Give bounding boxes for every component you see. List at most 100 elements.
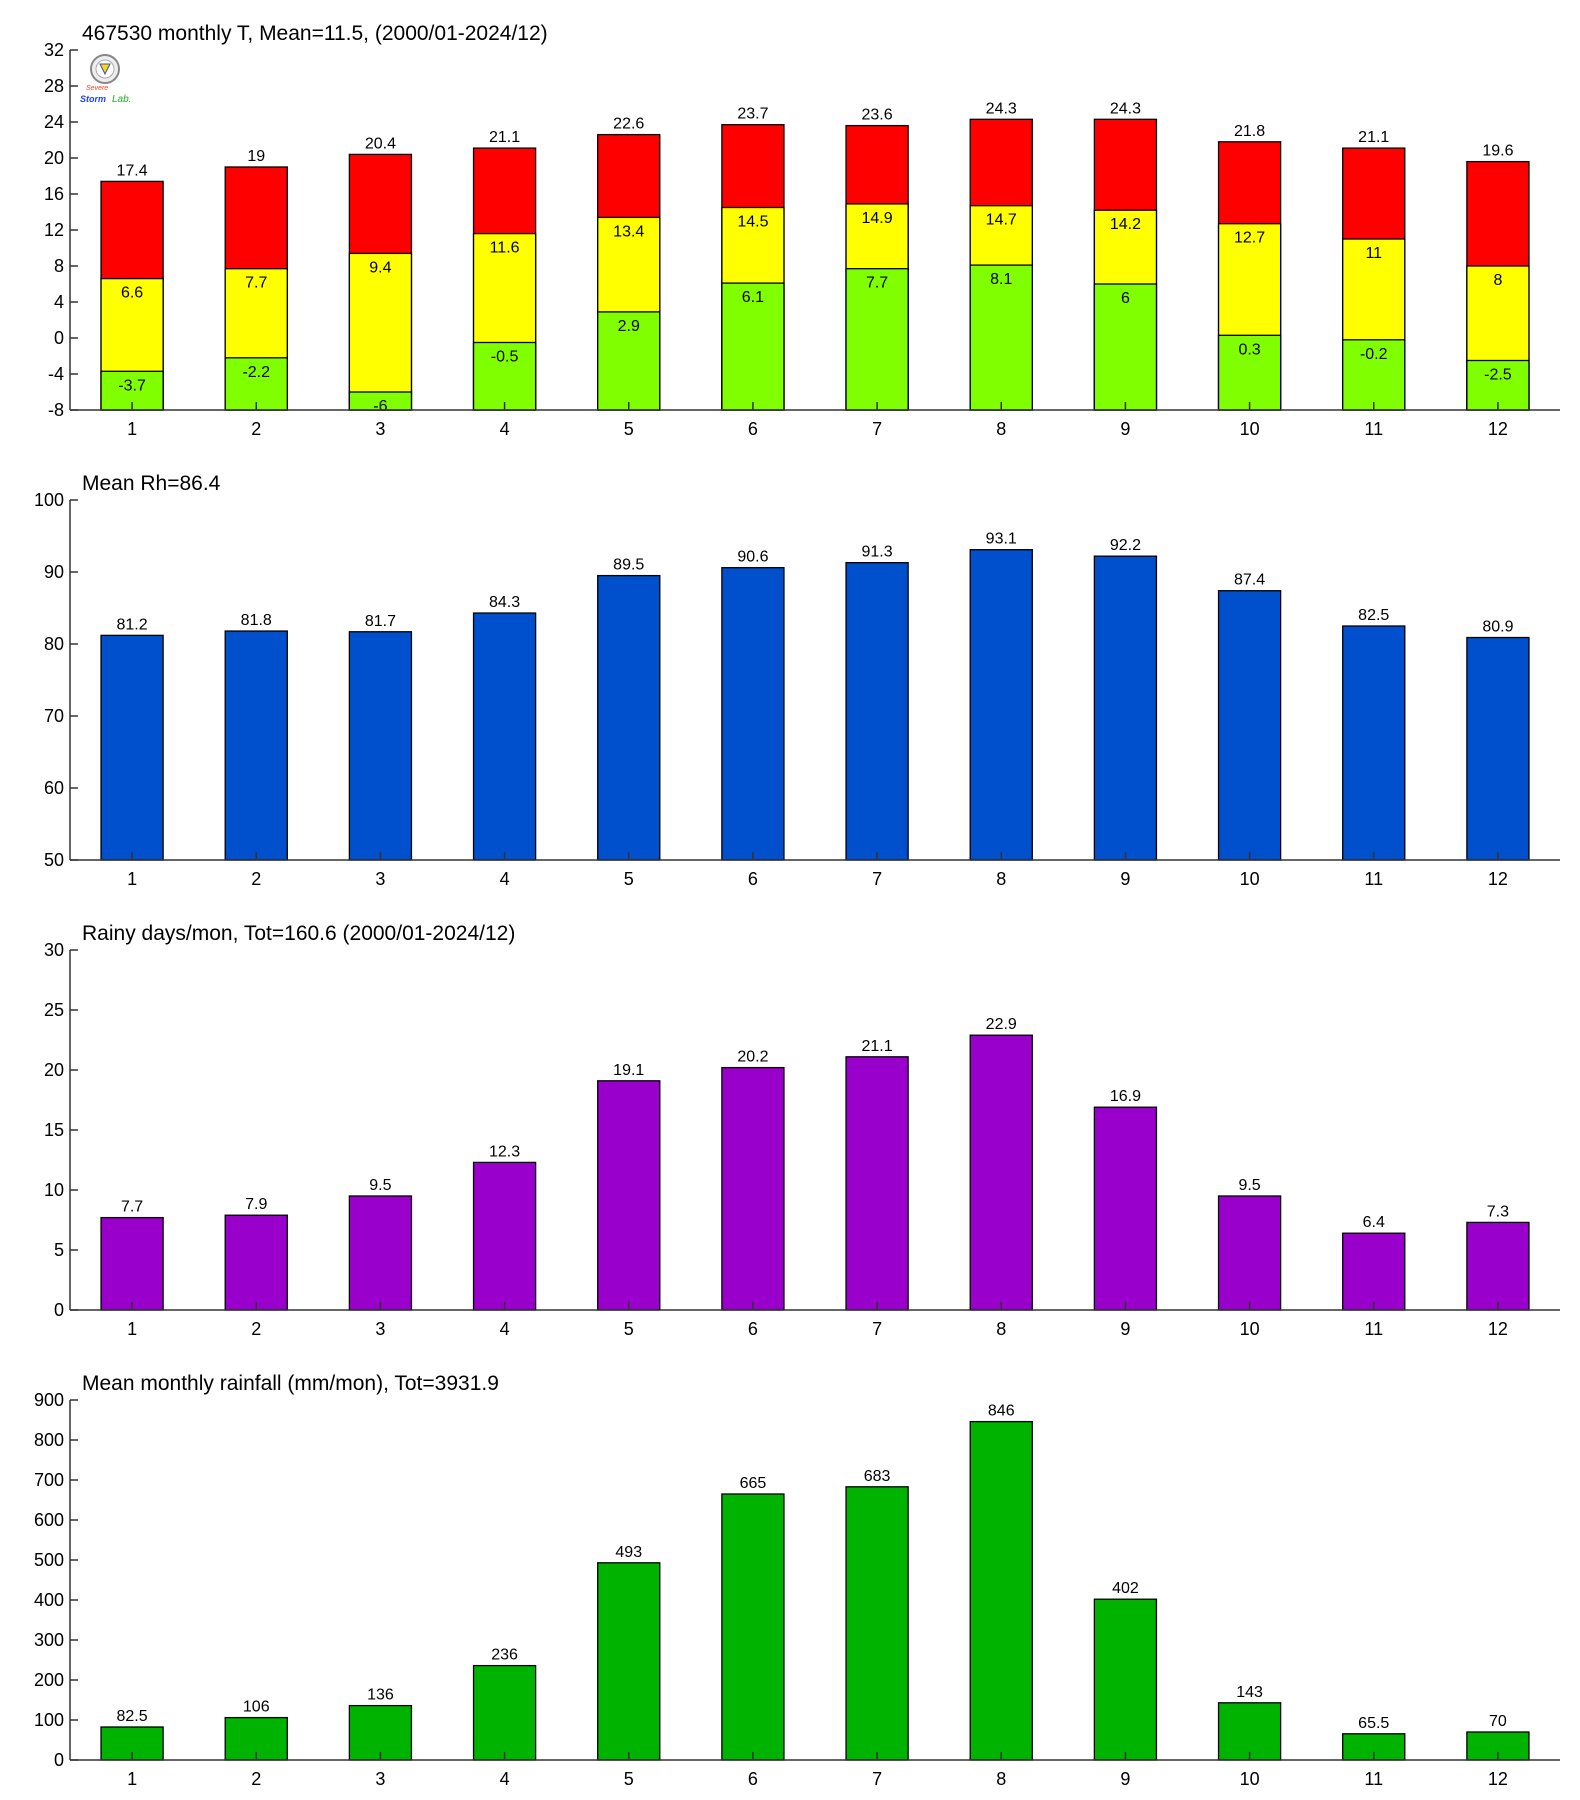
x-tick-label: 4 — [500, 1769, 510, 1789]
data-label-min: 6.1 — [742, 289, 764, 306]
x-tick-label: 11 — [1364, 1769, 1383, 1789]
data-label-min: -3.7 — [118, 377, 146, 394]
y-tick-label: 30 — [44, 940, 64, 960]
x-tick-label: 8 — [996, 1319, 1006, 1339]
x-tick-label: 2 — [251, 869, 261, 889]
data-label: 402 — [1112, 1580, 1139, 1597]
data-label: 92.2 — [1110, 537, 1141, 554]
bar — [1466, 1221, 1530, 1311]
x-tick-label: 9 — [1120, 1319, 1130, 1339]
x-tick-label: 5 — [624, 1319, 634, 1339]
data-label: 106 — [243, 1699, 270, 1716]
data-label-max: 23.6 — [862, 107, 893, 124]
chart-title: Rainy days/mon, Tot=160.6 (2000/01-2024/… — [82, 922, 515, 945]
x-tick-label: 12 — [1488, 869, 1508, 889]
x-tick-label: 8 — [996, 1769, 1006, 1789]
bar-min — [969, 264, 1033, 411]
x-tick-label: 5 — [624, 869, 634, 889]
bar — [597, 1080, 661, 1311]
y-tick-label: 60 — [44, 778, 64, 798]
bar — [224, 630, 288, 861]
bar — [100, 1216, 164, 1311]
y-tick-label: 90 — [44, 562, 64, 582]
data-label: 82.5 — [1358, 607, 1389, 624]
y-tick-label: 5 — [54, 1240, 64, 1260]
y-tick-label: 300 — [34, 1630, 64, 1650]
data-label-mean: 14.2 — [1110, 216, 1141, 233]
chart-title: Mean Rh=86.4 — [82, 472, 221, 495]
y-tick-label: 50 — [44, 850, 64, 870]
x-tick-label: 7 — [872, 1769, 882, 1789]
bar — [1466, 636, 1530, 861]
data-label: 81.2 — [117, 616, 148, 633]
data-label-min: 7.7 — [866, 275, 888, 292]
y-tick-label: 0 — [54, 1300, 64, 1320]
data-label-mean: 13.4 — [613, 223, 644, 240]
bar-min — [845, 268, 909, 411]
y-tick-label: 500 — [34, 1550, 64, 1570]
data-label-mean: 8 — [1493, 272, 1502, 289]
y-tick-label: 8 — [54, 256, 64, 276]
data-label: 7.9 — [245, 1196, 267, 1213]
bar — [1342, 625, 1406, 861]
data-label-mean: 11.6 — [490, 240, 520, 257]
data-label-max: 19 — [247, 148, 265, 165]
x-tick-label: 10 — [1240, 419, 1260, 439]
x-tick-label: 7 — [872, 419, 882, 439]
data-label: 136 — [367, 1687, 394, 1704]
data-label-min: 0.3 — [1238, 341, 1260, 358]
y-tick-label: 80 — [44, 634, 64, 654]
data-label: 21.1 — [862, 1038, 893, 1055]
panel-4: Mean monthly rainfall (mm/mon), Tot=3931… — [34, 1372, 1560, 1789]
x-tick-label: 11 — [1364, 419, 1383, 439]
y-tick-label: 100 — [34, 490, 64, 510]
bar-min — [1217, 334, 1282, 411]
data-label: 7.7 — [121, 1199, 143, 1216]
seal-emblem — [99, 63, 111, 76]
panel-1: 467530 monthly T, Mean=11.5, (2000/01-20… — [44, 22, 1560, 439]
data-label-max: 19.6 — [1482, 143, 1513, 160]
bar — [845, 1056, 909, 1311]
x-tick-label: 6 — [748, 419, 758, 439]
data-label-mean: 14.7 — [986, 212, 1017, 229]
data-label: 84.3 — [489, 594, 520, 611]
x-tick-label: 1 — [127, 1319, 137, 1339]
data-label: 16.9 — [1110, 1088, 1141, 1105]
y-tick-label: 800 — [34, 1430, 64, 1450]
y-tick-label: 100 — [34, 1710, 64, 1730]
x-tick-label: 2 — [251, 419, 261, 439]
data-label: 22.9 — [986, 1016, 1017, 1033]
x-tick-label: 3 — [375, 869, 385, 889]
data-label-min: 2.9 — [618, 318, 640, 335]
x-tick-label: 12 — [1488, 1319, 1508, 1339]
data-label: 90.6 — [737, 549, 768, 566]
bar — [224, 1214, 288, 1311]
bar — [721, 567, 785, 861]
data-label: 493 — [615, 1544, 642, 1561]
bar — [845, 561, 909, 861]
x-tick-label: 1 — [127, 869, 137, 889]
y-tick-label: 25 — [44, 1000, 64, 1020]
logo-text-severe: Severe — [86, 85, 108, 92]
bar-min — [472, 341, 537, 411]
data-label: 7.3 — [1487, 1203, 1509, 1220]
y-tick-label: 32 — [44, 40, 64, 60]
data-label: 236 — [491, 1647, 518, 1664]
x-tick-label: 6 — [748, 869, 758, 889]
data-label-max: 17.4 — [117, 162, 148, 179]
data-label: 6.4 — [1363, 1214, 1385, 1231]
bar-min — [597, 311, 661, 411]
bar — [472, 1664, 537, 1761]
bar — [1217, 1702, 1282, 1761]
bar — [348, 1195, 413, 1311]
data-label: 87.4 — [1234, 572, 1265, 589]
data-label: 81.8 — [241, 612, 272, 629]
x-tick-label: 6 — [748, 1319, 758, 1339]
x-tick-label: 10 — [1240, 869, 1260, 889]
bar — [721, 1493, 785, 1761]
y-tick-label: 24 — [44, 112, 64, 132]
y-tick-label: 0 — [54, 1750, 64, 1770]
data-label-max: 24.3 — [986, 100, 1017, 117]
panel-3: Rainy days/mon, Tot=160.6 (2000/01-2024/… — [44, 922, 1560, 1339]
y-tick-label: 70 — [44, 706, 64, 726]
